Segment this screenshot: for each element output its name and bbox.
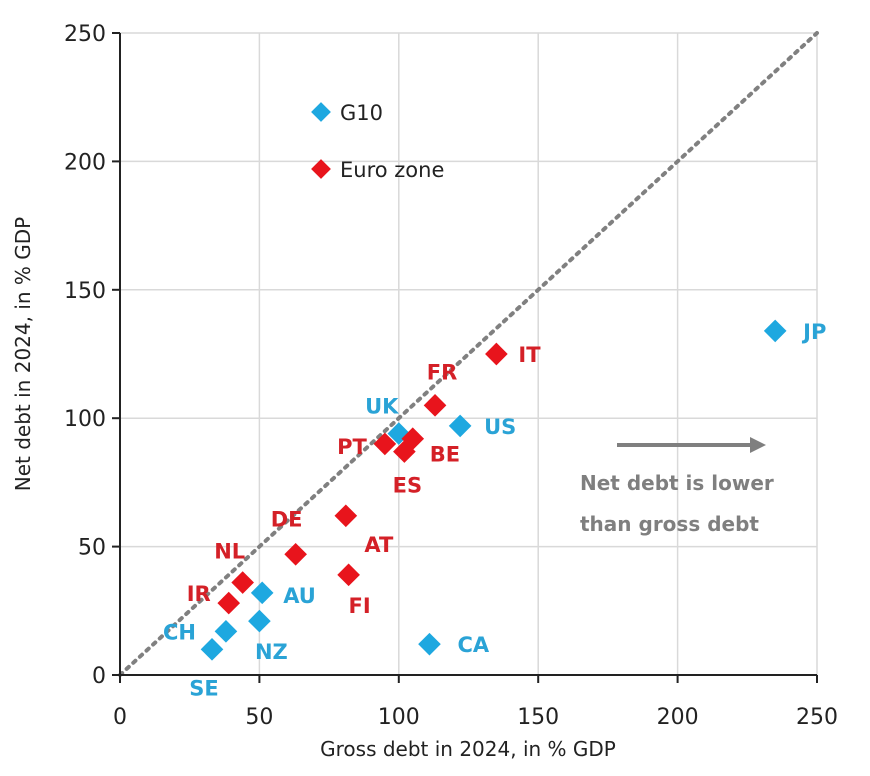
point-marker-fr [423, 394, 447, 417]
point-marker-nl [231, 571, 254, 594]
annotation-line-1: Net debt is lower [580, 471, 774, 495]
point-marker-fi [337, 563, 360, 587]
point-label-au: AU [283, 584, 316, 608]
point-label-es: ES [393, 474, 422, 498]
x-tick-label: 150 [517, 705, 559, 730]
point-marker-se [200, 638, 224, 661]
point-marker-pt [373, 432, 397, 456]
annotation-line-2: than gross debt [580, 512, 759, 536]
point-marker-it [485, 342, 508, 366]
diagonal-reference-line [118, 31, 819, 677]
x-tick-label: 50 [245, 705, 273, 730]
point-marker-de [284, 542, 307, 566]
point-label-ir: IR [187, 582, 211, 606]
axes: 0 50 100 150 200 250 0 50 100 150 200 250 [64, 22, 838, 730]
point-marker-nz [248, 609, 271, 633]
y-tick-label: 250 [64, 22, 106, 47]
x-tick-label: 100 [378, 705, 420, 730]
legend-marker-g10 [311, 102, 331, 122]
point-marker-jp [763, 319, 787, 343]
x-tick-label: 200 [657, 705, 699, 730]
y-tick-label: 100 [64, 407, 106, 432]
point-marker-us [448, 414, 472, 438]
gridlines [120, 32, 818, 675]
y-tick-label: 50 [78, 536, 106, 561]
point-label-se: SE [189, 676, 218, 700]
y-axis-label: Net debt in 2024, in % GDP [11, 217, 35, 491]
point-label-de: DE [271, 507, 303, 531]
x-axis-label: Gross debt in 2024, in % GDP [320, 737, 616, 761]
point-label-be: BE [430, 443, 460, 467]
legend: G10 Euro zone [311, 101, 444, 182]
annotation: Net debt is lower than gross debt [580, 437, 774, 536]
point-label-uk: UK [365, 395, 399, 419]
point-marker-es [393, 440, 416, 463]
point-label-ch: CH [163, 620, 196, 644]
point-label-at: AT [364, 533, 394, 557]
point-label-pt: PT [337, 435, 367, 459]
x-tick-label: 0 [113, 705, 127, 730]
point-marker-ca [418, 632, 441, 656]
point-marker-au [250, 581, 274, 605]
legend-label-euro-zone: Euro zone [340, 158, 444, 182]
y-tick-label: 0 [92, 664, 106, 689]
point-label-fi: FI [349, 594, 371, 618]
point-label-ca: CA [457, 633, 489, 657]
point-marker-ir [217, 591, 241, 615]
point-label-fr: FR [427, 360, 458, 384]
point-marker-ch [214, 620, 238, 643]
y-tick-label: 150 [64, 279, 106, 304]
legend-label-g10: G10 [340, 101, 383, 125]
arrow-head-icon [750, 437, 766, 453]
legend-marker-euro-zone [311, 159, 331, 179]
point-label-us: US [484, 415, 516, 439]
point-label-jp: JP [801, 320, 826, 344]
point-label-nl: NL [214, 540, 245, 564]
x-tick-label: 250 [796, 705, 838, 730]
y-tick-label: 200 [64, 150, 106, 175]
point-marker-at [334, 504, 358, 528]
point-label-it: IT [518, 343, 541, 367]
point-label-nz: NZ [255, 640, 288, 664]
